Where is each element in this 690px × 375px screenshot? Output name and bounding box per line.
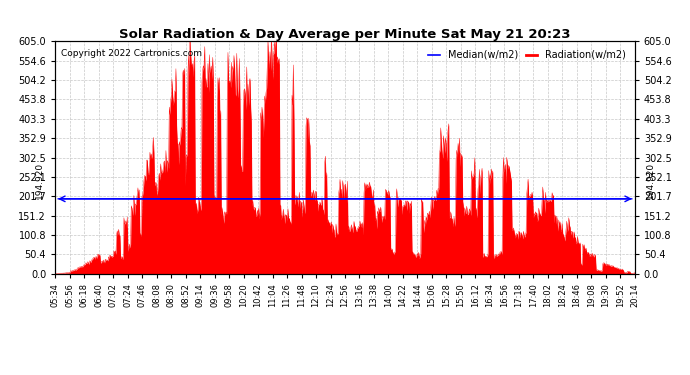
Text: Copyright 2022 Cartronics.com: Copyright 2022 Cartronics.com (61, 50, 202, 58)
Text: 194.920: 194.920 (34, 162, 43, 199)
Legend: Median(w/m2), Radiation(w/m2): Median(w/m2), Radiation(w/m2) (424, 46, 630, 64)
Text: 194.920: 194.920 (647, 162, 656, 199)
Title: Solar Radiation & Day Average per Minute Sat May 21 20:23: Solar Radiation & Day Average per Minute… (119, 28, 571, 41)
